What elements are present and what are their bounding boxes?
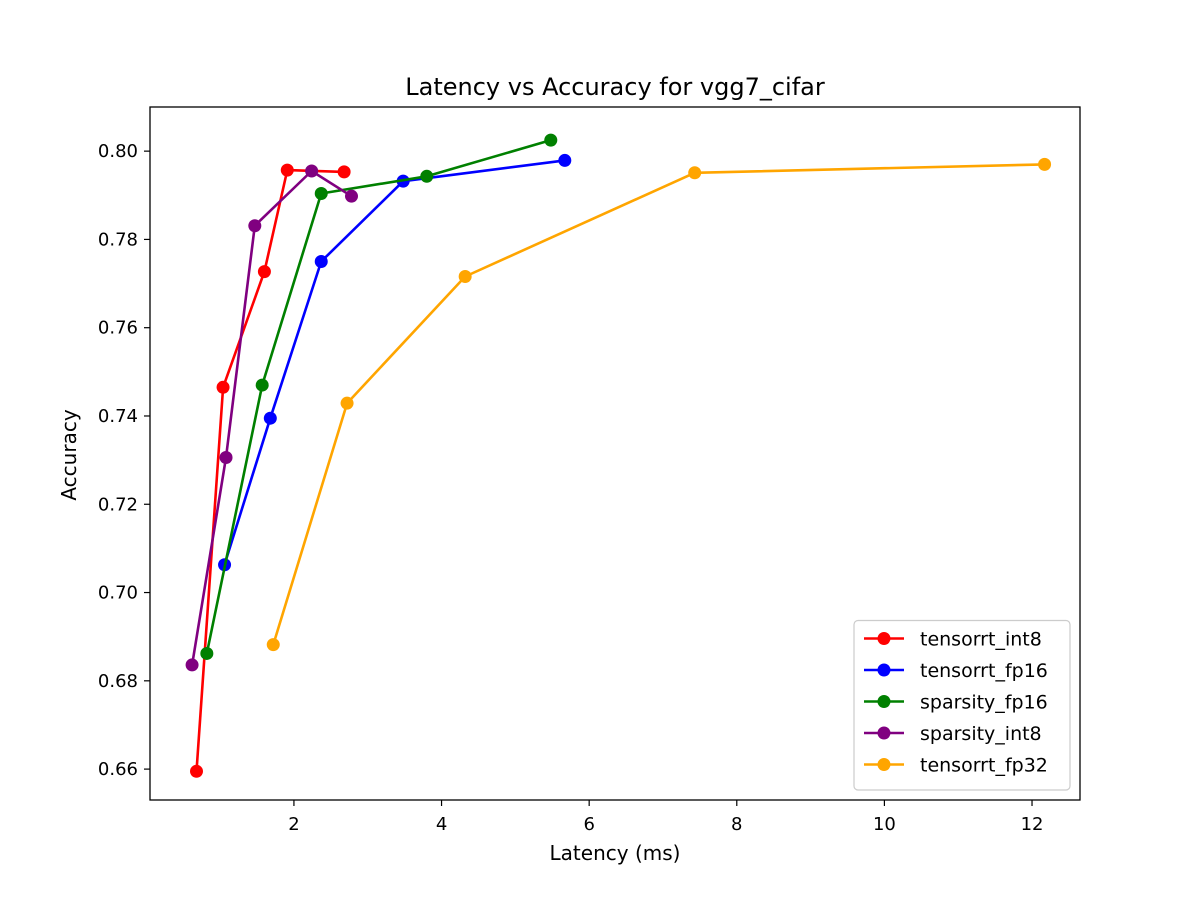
legend-swatch-marker — [877, 726, 891, 740]
series-tensorrt_fp32 — [266, 157, 1052, 652]
data-point — [280, 163, 294, 177]
data-point — [255, 378, 269, 392]
data-point — [266, 638, 280, 652]
y-tick-label: 0.68 — [98, 671, 138, 692]
legend-item: tensorrt_int8 — [864, 629, 1042, 651]
legend-swatch-marker — [877, 758, 891, 771]
data-point — [185, 658, 199, 672]
legend-item: tensorrt_fp32 — [864, 755, 1048, 777]
legend-swatch-marker — [877, 695, 891, 708]
legend-label: tensorrt_fp32 — [920, 755, 1048, 777]
plot-area — [185, 133, 1052, 778]
chart-title: Latency vs Accuracy for vgg7_cifar — [405, 73, 825, 101]
legend-label: sparsity_fp16 — [920, 692, 1048, 714]
x-tick-label: 8 — [731, 814, 742, 835]
legend-label: tensorrt_int8 — [920, 629, 1042, 651]
y-tick-label: 0.66 — [98, 759, 138, 780]
legend-label: tensorrt_fp16 — [920, 660, 1048, 682]
data-point — [190, 764, 203, 778]
data-point — [688, 166, 702, 180]
y-tick-label: 0.70 — [98, 583, 138, 604]
data-point — [314, 254, 328, 268]
data-point — [337, 165, 351, 179]
legend-swatch-marker — [877, 663, 891, 677]
data-point — [558, 153, 572, 167]
data-point — [340, 396, 354, 410]
legend-swatch-marker — [877, 632, 891, 645]
y-tick-label: 0.80 — [98, 141, 138, 162]
legend-item: sparsity_int8 — [864, 723, 1042, 745]
plot-frame — [149, 106, 1081, 801]
data-point — [458, 269, 472, 283]
data-point — [263, 411, 277, 425]
data-point — [345, 189, 358, 203]
legend-item: sparsity_fp16 — [864, 692, 1048, 714]
data-point — [257, 265, 271, 279]
x-tick-label: 10 — [873, 814, 896, 835]
data-point — [248, 219, 262, 233]
y-tick-label: 0.78 — [98, 229, 138, 250]
y-axis-label: Accuracy — [57, 409, 81, 500]
legend: tensorrt_int8 tensorrt_fp16 sparsity_fp16s… — [853, 619, 1071, 791]
y-tick-label: 0.72 — [98, 494, 138, 515]
data-point — [544, 133, 558, 147]
x-axis-label: Latency (ms) — [550, 841, 681, 865]
data-point — [219, 450, 233, 464]
data-point — [305, 164, 319, 178]
x-tick-label: 12 — [1021, 814, 1044, 835]
data-point — [420, 169, 434, 183]
x-tick-label: 6 — [583, 814, 594, 835]
x-tick-label: 2 — [288, 814, 299, 835]
series-sparsity_fp16 — [200, 133, 558, 660]
y-tick-label: 0.76 — [98, 318, 138, 339]
series-sparsity_int8 — [185, 164, 358, 672]
legend-item: tensorrt_fp16 — [864, 660, 1048, 682]
y-tick-label: 0.74 — [98, 406, 138, 427]
x-tick-label: 4 — [436, 814, 447, 835]
data-point — [314, 187, 328, 201]
data-point — [1038, 157, 1052, 171]
data-point — [200, 646, 214, 660]
data-point — [216, 380, 230, 394]
legend-box — [853, 619, 1071, 791]
legend-label: sparsity_int8 — [920, 723, 1042, 745]
